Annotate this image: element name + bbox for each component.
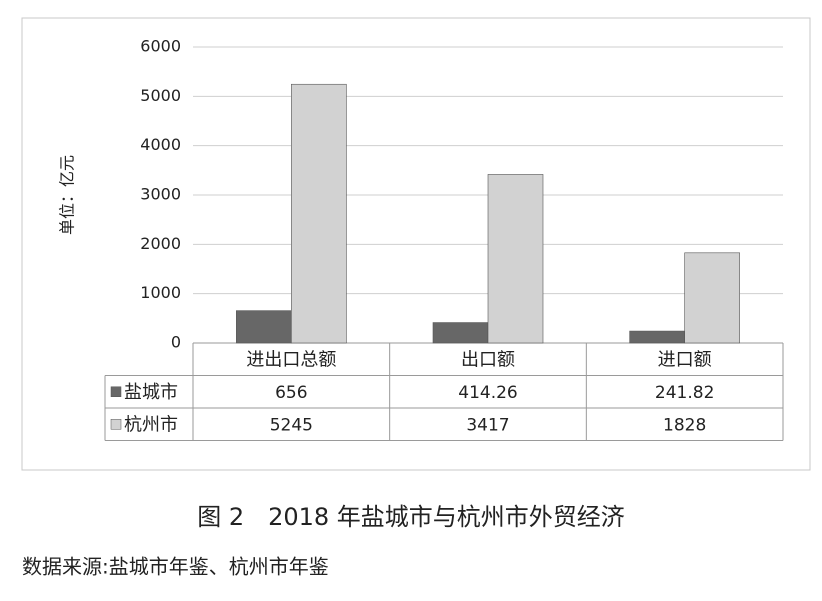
table-value: 5245	[270, 415, 313, 435]
legend-label: 盐城市	[124, 382, 178, 403]
y-tick-label: 4000	[140, 135, 181, 154]
bar	[291, 83, 347, 344]
source-note: 数据来源:盐城市年鉴、杭州市年鉴	[22, 555, 329, 579]
y-tick-label: 3000	[140, 185, 181, 204]
legend-swatch	[110, 419, 122, 430]
legend-swatch	[110, 386, 122, 397]
table-value: 3417	[466, 415, 509, 435]
table-value: 241.82	[655, 383, 714, 403]
bar	[629, 330, 685, 344]
y-tick-label: 6000	[140, 37, 181, 56]
y-tick-label: 1000	[140, 283, 181, 302]
y-tick-label: 5000	[140, 86, 181, 105]
bar	[684, 252, 740, 344]
table-value: 656	[275, 383, 307, 403]
figure-caption: 图 2 2018 年盐城市与杭州市外贸经济	[197, 503, 625, 531]
y-tick-label: 2000	[140, 234, 181, 253]
table-value: 1828	[663, 415, 706, 435]
bar	[432, 322, 489, 344]
table-value: 414.26	[458, 383, 517, 403]
y-axis-label: 单位：亿元	[58, 155, 77, 235]
x-tick-label: 进口额	[658, 349, 712, 370]
bar	[236, 310, 292, 344]
x-tick-label: 进出口总额	[246, 349, 336, 370]
x-tick-label: 出口额	[461, 349, 515, 370]
legend-label: 杭州市	[124, 414, 178, 435]
bar	[487, 174, 544, 344]
y-tick-label: 0	[171, 333, 181, 352]
